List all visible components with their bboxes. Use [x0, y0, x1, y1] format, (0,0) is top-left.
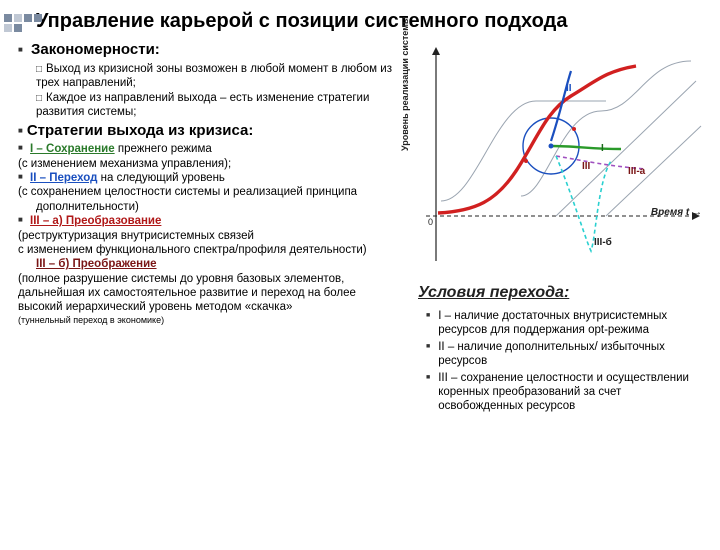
patterns-heading: Закономерности:: [18, 41, 398, 60]
s3b-detail: (полное разрушение системы до уровня баз…: [18, 272, 398, 315]
s2-label: II – Переход: [30, 172, 97, 184]
s1-detail: (с изменением механизма управления);: [18, 157, 398, 171]
chart-area: Уровень реализации системы Время t → 0: [406, 41, 706, 271]
pattern-item-1: Выход из кризисной зоны возможен в любой…: [18, 62, 398, 91]
left-column: Закономерности: Выход из кризисной зоны …: [18, 41, 398, 416]
y-axis-label: Уровень реализации системы: [400, 16, 411, 151]
svg-text:0: 0: [428, 217, 433, 227]
s3a-detail2: с изменением функционального спектра/про…: [18, 243, 398, 257]
condition-2: ■ II – наличие дополнительных/ избыточны…: [426, 340, 706, 369]
strategy-3b: III – б) Преображение: [18, 257, 398, 271]
pattern-item-2: Каждое из направлений выхода – есть изме…: [18, 91, 398, 120]
s1-rest: прежнего режима: [118, 143, 212, 155]
conditions-list: ■ I – наличие достаточных внутрисистемны…: [406, 309, 706, 414]
strategy-3a: III – а) Преобразование: [18, 214, 398, 228]
svg-text:III-б: III-б: [594, 236, 612, 248]
s1-label: I – Сохранение: [30, 143, 115, 155]
s3a-label: III – а) Преобразование: [30, 215, 161, 227]
bullet-icon: ■: [426, 312, 430, 338]
content-area: Закономерности: Выход из кризисной зоны …: [0, 41, 720, 416]
condition-3: ■ III – сохранение целостности и осущест…: [426, 371, 706, 414]
x-axis-label: Время t →: [651, 207, 702, 220]
bullet-icon: ■: [426, 374, 430, 414]
s2-detail: (с сохранением целостности системы и реа…: [18, 185, 398, 199]
right-column: Уровень реализации системы Время t → 0: [406, 41, 706, 416]
conditions-heading: Условия перехода:: [418, 283, 706, 303]
s3b-label: III – б) Преображение: [36, 258, 157, 270]
corner-decoration: [4, 14, 44, 32]
strategy-1: I – Сохранение прежнего режима: [18, 142, 398, 156]
bullet-icon: ■: [426, 343, 430, 369]
chart-svg: 0 I II: [406, 41, 706, 271]
condition-1: ■ I – наличие достаточных внутрисистемны…: [426, 309, 706, 338]
page-title: Управление карьерой с позиции системного…: [36, 10, 720, 33]
svg-text:III: III: [582, 161, 591, 172]
strategies-heading: Стратегии выхода из кризиса:: [18, 122, 398, 141]
svg-text:I: I: [601, 143, 604, 154]
s3a-detail: (реструктуризация внутрисистемных связей: [18, 229, 398, 243]
s2-rest: на следующий уровень: [101, 172, 225, 184]
svg-text:II: II: [566, 83, 572, 94]
strategy-2: II – Переход на следующий уровень: [18, 171, 398, 185]
svg-text:III-а: III-а: [628, 166, 646, 177]
s2-detail2: дополнительности): [18, 200, 398, 214]
s3b-note: (туннельный переход в экономике): [18, 315, 398, 326]
